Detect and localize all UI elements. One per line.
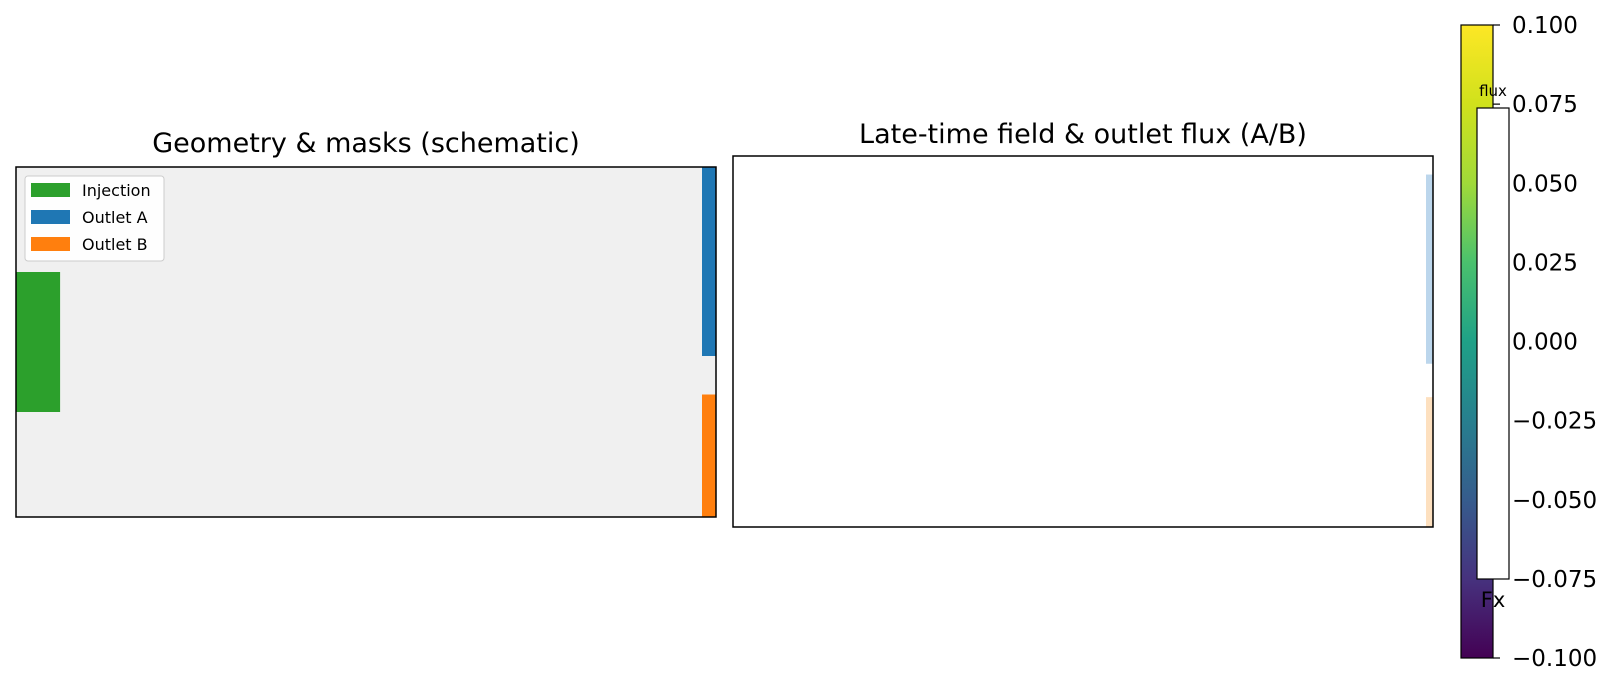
legend-swatch-outlet-a — [31, 210, 70, 224]
legend-label-injection: Injection — [82, 181, 151, 200]
colorbar-ticks: 0.100 0.075 0.050 0.025 0.000 −0.025 −0.050 −0.… — [1493, 13, 1597, 672]
field-panel-title: Late-time field & outlet flux (A/B) — [859, 119, 1307, 150]
region-injection — [16, 272, 61, 412]
field-panel: Late-time field & outlet flux (A/B) — [732, 119, 1434, 528]
colorbar-tick-label: −0.050 — [1512, 488, 1597, 514]
field-regions — [1426, 174, 1433, 527]
region-outlet-b — [702, 394, 716, 517]
geometry-frame — [15, 166, 717, 518]
colorbar-tick-label: 0.025 — [1512, 250, 1578, 276]
legend-label-outlet-a: Outlet A — [82, 208, 148, 227]
colorbar-tick-label: 0.050 — [1512, 171, 1578, 197]
legend: Injection Outlet A Outlet B — [24, 175, 165, 262]
legend-label-outlet-b: Outlet B — [82, 235, 148, 254]
field-domain — [733, 156, 1433, 527]
region-outlet-a — [1426, 174, 1433, 364]
geometry-regions — [16, 167, 716, 517]
region-outlet-a — [702, 167, 716, 356]
colorbar-tick-label: 0.100 — [1512, 13, 1578, 39]
colorbar-tick-label: 0.000 — [1512, 330, 1578, 356]
field-frame — [732, 155, 1434, 528]
colorbar-tick-label: 0.075 — [1512, 92, 1578, 118]
geometry-panel: Geometry & masks (schematic) Injection O… — [15, 128, 717, 518]
flux-inset — [1476, 107, 1510, 580]
colorbar-label: Fx — [1481, 588, 1506, 612]
colorbar-tick-label: −0.075 — [1512, 567, 1597, 593]
region-outlet-b — [1426, 397, 1433, 527]
colorbar-tick-label: −0.025 — [1512, 409, 1597, 435]
flux-inset-label: flux — [1479, 82, 1507, 100]
colorbar: 0.100 0.075 0.050 0.025 0.000 −0.025 −0.050 −0.… — [1460, 13, 1597, 672]
geometry-panel-title: Geometry & masks (schematic) — [152, 128, 580, 159]
colorbar-tick-label: −0.100 — [1512, 646, 1597, 672]
legend-swatch-outlet-b — [31, 237, 70, 251]
legend-swatch-injection — [31, 183, 70, 197]
